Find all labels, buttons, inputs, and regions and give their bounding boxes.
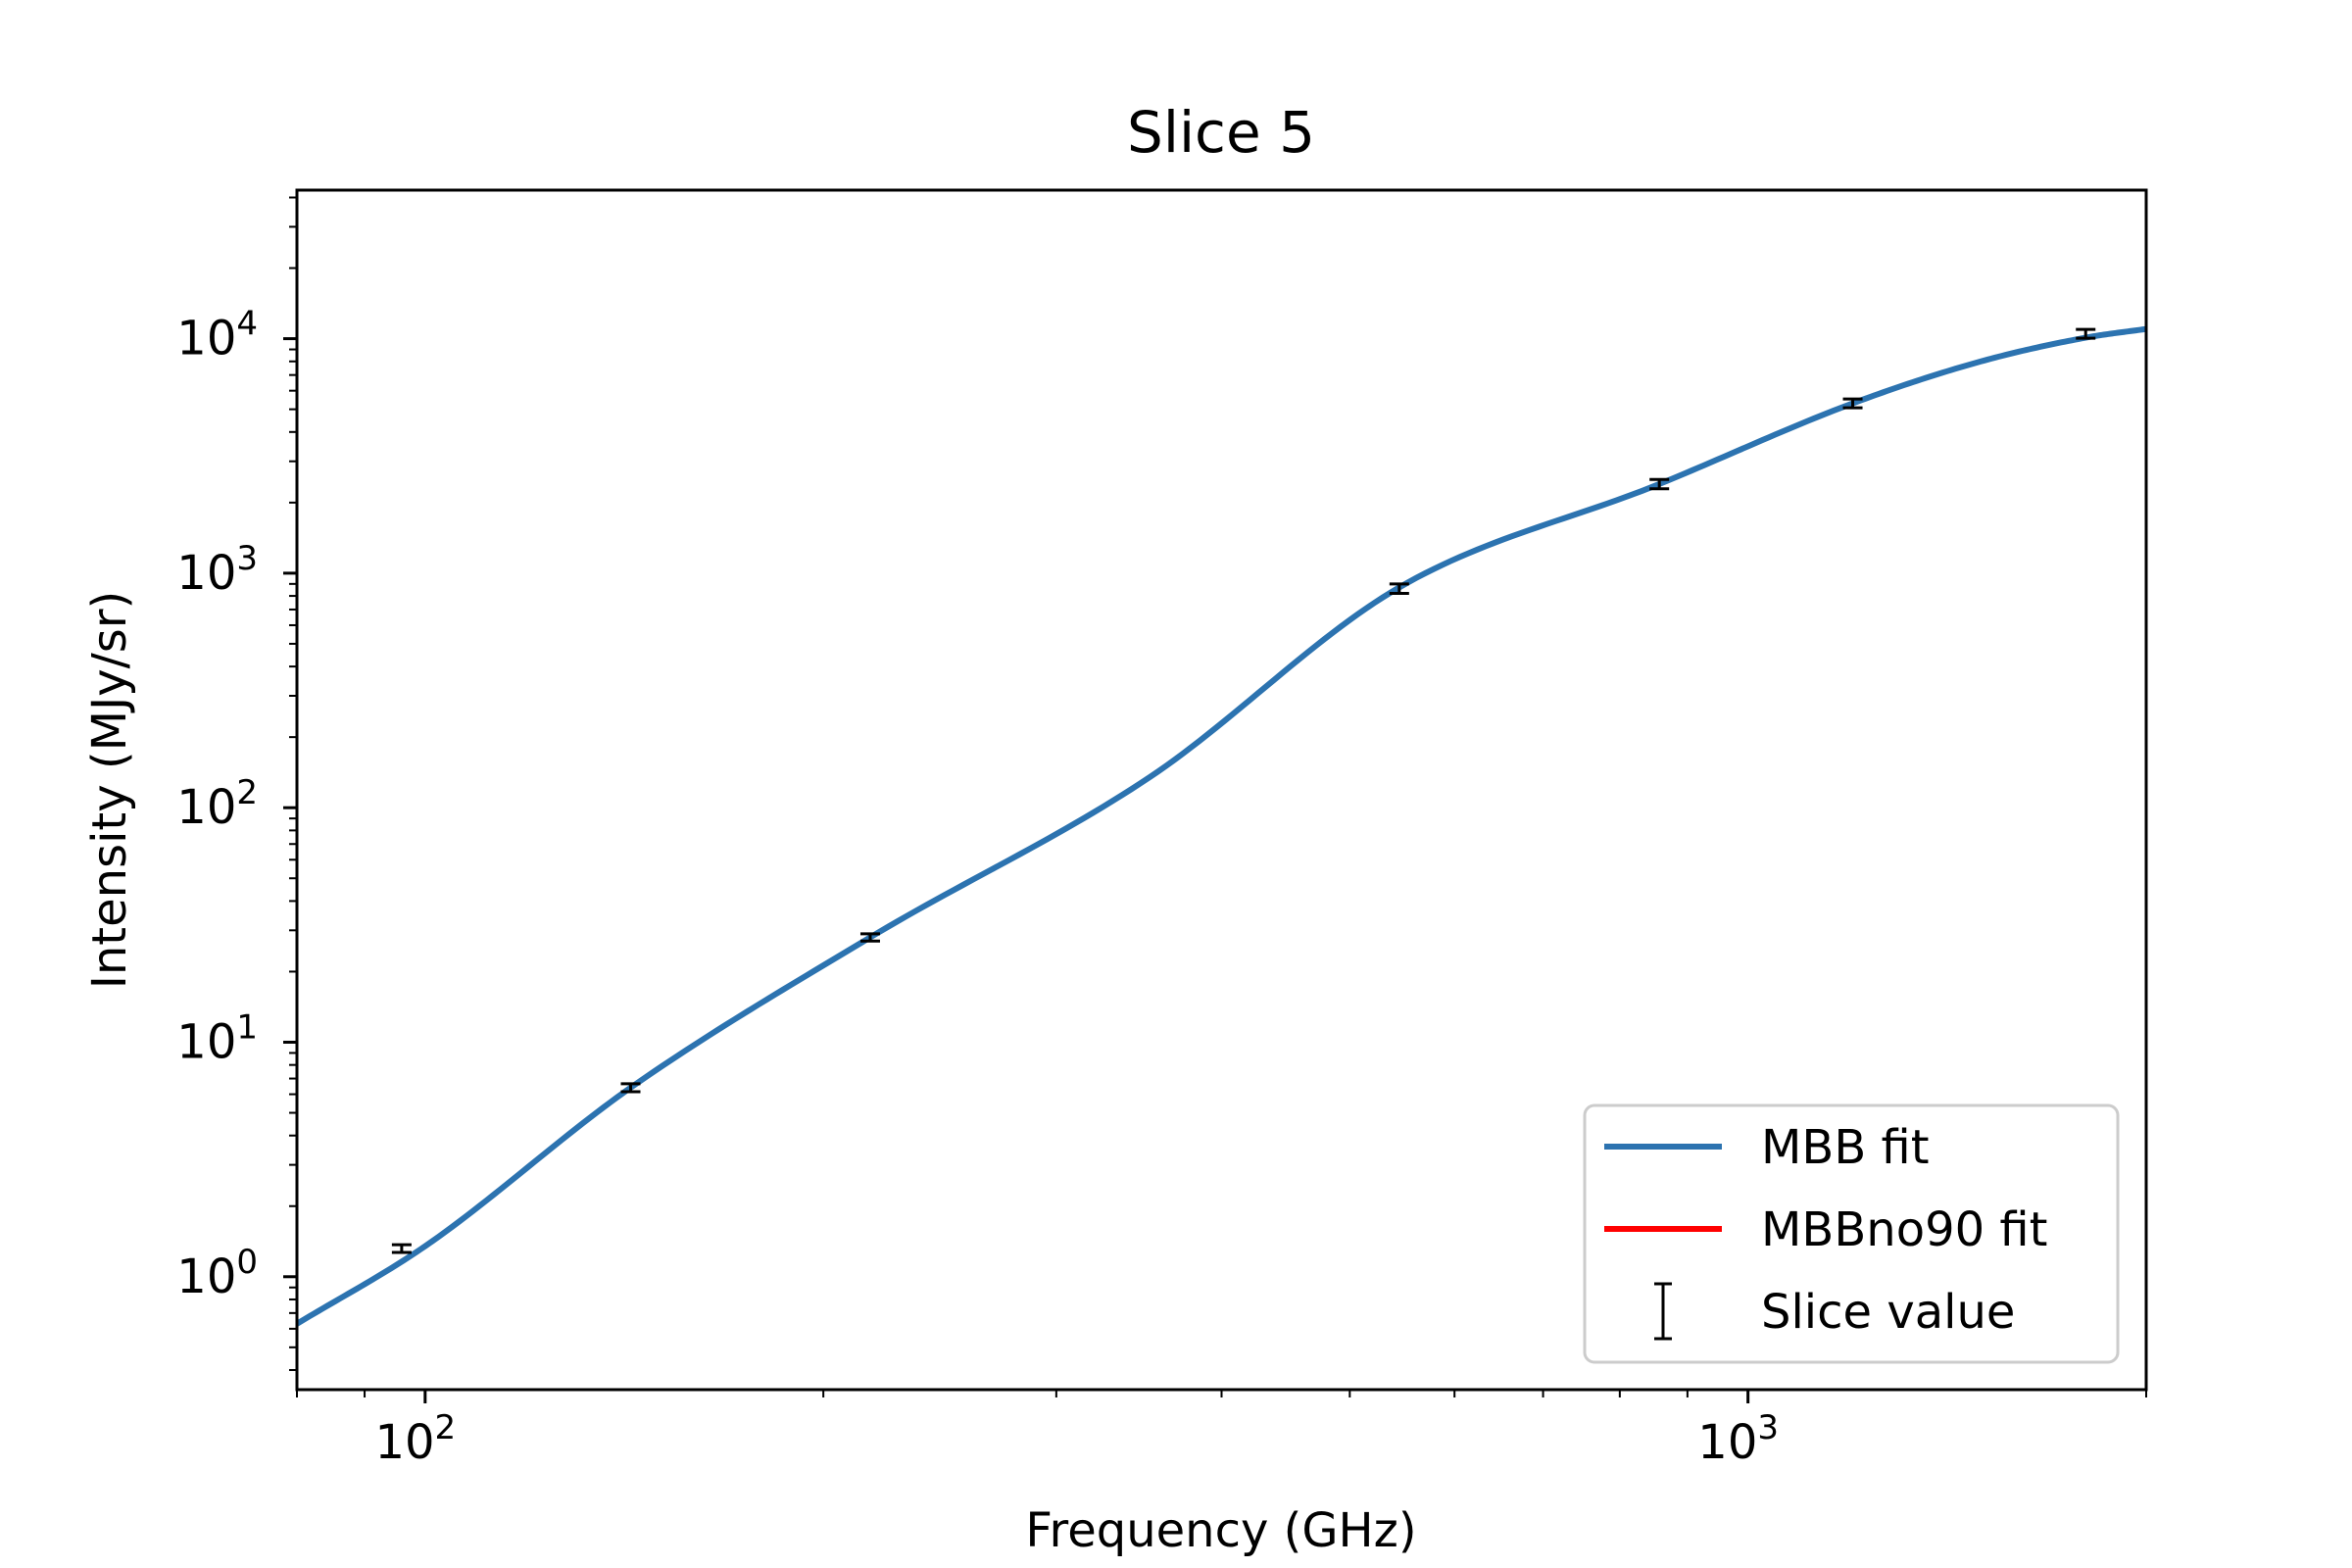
y-axis-label: Intensity (MJy/sr) <box>82 591 137 990</box>
x-tick-exponent: 3 <box>1757 1408 1779 1447</box>
legend-entry: MBBno90 fit <box>1604 1202 2047 1257</box>
y-tick-label: 102 <box>176 773 258 835</box>
legend-entry: MBB fit <box>1604 1120 1930 1175</box>
y-tick-label: 103 <box>176 539 258 601</box>
legend-box <box>1583 1103 2120 1364</box>
y-tick-exponent: 4 <box>236 305 258 344</box>
x-tick-base: 10 <box>1697 1415 1757 1470</box>
legend-entry: Slice value <box>1654 1282 2015 1341</box>
error-bar-point <box>2076 327 2096 340</box>
y-tick-base: 10 <box>176 1014 236 1069</box>
error-bar-point <box>1389 582 1409 596</box>
y-tick-exponent: 2 <box>236 773 258 812</box>
error-bar-point <box>391 1243 412 1254</box>
y-tick-label: 100 <box>176 1243 258 1304</box>
error-bar-point <box>620 1082 641 1094</box>
y-tick-exponent: 0 <box>236 1243 258 1282</box>
x-tick-base: 10 <box>374 1415 434 1470</box>
y-tick-exponent: 1 <box>236 1007 258 1047</box>
y-tick-label: 104 <box>176 305 258 367</box>
x-tick-exponent: 2 <box>435 1408 457 1447</box>
series-layer <box>297 325 2146 1327</box>
error-bar-group <box>391 327 2096 1254</box>
legend: MBB fit MBBno90 fit Slice value <box>1583 1103 2120 1364</box>
legend-entries: MBB fit MBBno90 fit Slice value <box>1604 1120 2047 1341</box>
error-bar-point <box>859 932 880 943</box>
chart-title: Slice 5 <box>1127 99 1315 166</box>
legend-label: MBB fit <box>1761 1120 1930 1175</box>
error-bar-point <box>1649 477 1670 491</box>
y-tick-label: 101 <box>176 1007 258 1069</box>
error-bar-point <box>1842 397 1863 410</box>
x-tick-label: 102 <box>374 1408 456 1470</box>
y-tick-base: 10 <box>176 1250 236 1304</box>
legend-label: Slice value <box>1761 1285 2015 1340</box>
y-tick-base: 10 <box>176 780 236 835</box>
x-tick-label: 103 <box>1697 1408 1779 1470</box>
x-axis-ticks: 102 103 <box>296 1390 2147 1470</box>
y-tick-exponent: 3 <box>236 539 258 578</box>
x-axis-label: Frequency (GHz) <box>1025 1503 1416 1558</box>
y-tick-base: 10 <box>176 546 236 601</box>
legend-label: MBBno90 fit <box>1761 1202 2047 1257</box>
y-tick-base: 10 <box>176 312 236 367</box>
